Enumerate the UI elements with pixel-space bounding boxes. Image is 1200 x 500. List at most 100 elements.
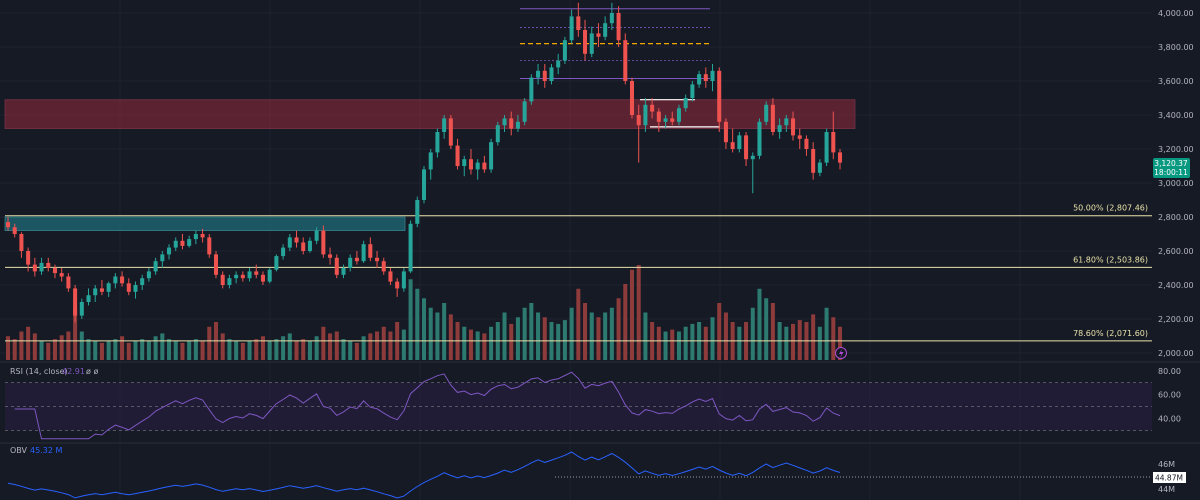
candle-body[interactable] bbox=[133, 285, 138, 292]
candle-body[interactable] bbox=[650, 104, 655, 112]
candle-body[interactable] bbox=[663, 118, 668, 122]
candle-body[interactable] bbox=[690, 84, 695, 98]
candle-body[interactable] bbox=[750, 155, 755, 160]
candle-body[interactable] bbox=[106, 283, 111, 292]
candle-body[interactable] bbox=[569, 16, 574, 41]
candle-body[interactable] bbox=[79, 302, 84, 316]
candle-body[interactable] bbox=[167, 247, 172, 255]
candle-body[interactable] bbox=[274, 256, 279, 270]
candle-body[interactable] bbox=[126, 283, 131, 292]
candle-body[interactable] bbox=[428, 152, 433, 170]
candle-body[interactable] bbox=[730, 142, 735, 149]
candle-body[interactable] bbox=[213, 254, 219, 275]
candle-body[interactable] bbox=[536, 70, 541, 78]
candle-body[interactable] bbox=[354, 257, 359, 262]
candle-body[interactable] bbox=[328, 254, 333, 258]
candle-body[interactable] bbox=[26, 251, 31, 265]
candle-body[interactable] bbox=[254, 271, 259, 275]
candle-body[interactable] bbox=[482, 162, 487, 170]
candle-body[interactable] bbox=[804, 138, 809, 149]
candle-body[interactable] bbox=[509, 118, 514, 129]
candle-body[interactable] bbox=[234, 274, 239, 279]
candle-body[interactable] bbox=[361, 244, 366, 262]
candle-body[interactable] bbox=[576, 16, 581, 30]
candle-body[interactable] bbox=[643, 104, 648, 126]
candle-body[interactable] bbox=[837, 152, 843, 163]
candle-body[interactable] bbox=[562, 40, 567, 61]
candle-body[interactable] bbox=[623, 40, 628, 81]
candle-body[interactable] bbox=[683, 98, 688, 109]
candle-body[interactable] bbox=[52, 268, 57, 274]
candle-body[interactable] bbox=[287, 237, 292, 248]
candle-body[interactable] bbox=[421, 169, 427, 200]
candle-body[interactable] bbox=[737, 135, 742, 149]
rsi-pane[interactable]: 80.00 60.00 40.00 RSI (14, close) 42.91 ø … bbox=[5, 367, 1181, 440]
candle-body[interactable] bbox=[831, 132, 836, 153]
lightning-icon[interactable] bbox=[835, 347, 847, 359]
candle-body[interactable] bbox=[583, 30, 588, 54]
candle-body[interactable] bbox=[160, 254, 165, 262]
candle-body[interactable] bbox=[717, 70, 722, 122]
candle-body[interactable] bbox=[697, 74, 702, 85]
candle-body[interactable] bbox=[173, 240, 178, 248]
candle-body[interactable] bbox=[187, 239, 192, 246]
candle-body[interactable] bbox=[656, 111, 661, 122]
candle-body[interactable] bbox=[247, 271, 252, 279]
candle-body[interactable] bbox=[817, 162, 822, 173]
candle-body[interactable] bbox=[200, 234, 205, 238]
candle-body[interactable] bbox=[66, 276, 71, 289]
candle-body[interactable] bbox=[281, 247, 286, 257]
candle-body[interactable] bbox=[757, 121, 762, 156]
candle-body[interactable] bbox=[86, 295, 91, 302]
candle-body[interactable] bbox=[556, 60, 561, 68]
candle-body[interactable] bbox=[448, 118, 453, 146]
main-pane[interactable] bbox=[0, 0, 1152, 362]
candle-body[interactable] bbox=[797, 135, 802, 139]
candle-body[interactable] bbox=[596, 33, 601, 37]
candle-body[interactable] bbox=[522, 101, 527, 122]
candle-body[interactable] bbox=[73, 288, 78, 316]
candle-body[interactable] bbox=[462, 159, 467, 166]
candle-body[interactable] bbox=[227, 278, 232, 285]
candle-body[interactable] bbox=[240, 274, 245, 279]
candle-body[interactable] bbox=[180, 240, 185, 246]
candle-body[interactable] bbox=[764, 104, 769, 122]
candle-body[interactable] bbox=[435, 132, 440, 153]
candle-body[interactable] bbox=[5, 222, 11, 228]
candle-body[interactable] bbox=[676, 108, 681, 122]
candle-body[interactable] bbox=[811, 149, 816, 173]
candle-body[interactable] bbox=[294, 237, 299, 243]
candle-body[interactable] bbox=[388, 271, 393, 282]
candle-body[interactable] bbox=[99, 288, 104, 292]
candle-body[interactable] bbox=[723, 121, 728, 143]
candle-body[interactable] bbox=[39, 262, 44, 272]
candle-body[interactable] bbox=[307, 240, 312, 251]
candle-body[interactable] bbox=[670, 118, 675, 122]
candle-body[interactable] bbox=[12, 227, 17, 234]
candle-body[interactable] bbox=[791, 118, 796, 136]
candle-body[interactable] bbox=[381, 261, 386, 272]
candle-body[interactable] bbox=[408, 223, 413, 272]
candle-body[interactable] bbox=[341, 268, 346, 275]
candle-body[interactable] bbox=[603, 23, 608, 37]
candle-body[interactable] bbox=[375, 257, 380, 262]
candle-body[interactable] bbox=[334, 257, 339, 275]
candle-body[interactable] bbox=[636, 115, 641, 126]
candle-body[interactable] bbox=[609, 13, 614, 24]
candle-body[interactable] bbox=[744, 135, 749, 160]
candle-body[interactable] bbox=[321, 230, 326, 255]
candle-body[interactable] bbox=[529, 77, 534, 102]
obv-pane[interactable]: OBV 45.32 M 46M 44.87M 44M bbox=[7, 446, 1186, 499]
candle-body[interactable] bbox=[193, 234, 198, 240]
candle-body[interactable] bbox=[46, 262, 51, 268]
candle-body[interactable] bbox=[770, 104, 775, 132]
candle-body[interactable] bbox=[703, 74, 708, 81]
candle-body[interactable] bbox=[220, 274, 225, 285]
candle-body[interactable] bbox=[368, 244, 373, 258]
candle-body[interactable] bbox=[475, 162, 480, 170]
candle-body[interactable] bbox=[442, 118, 447, 132]
candle-body[interactable] bbox=[260, 274, 265, 282]
candle-body[interactable] bbox=[267, 269, 272, 282]
candle-body[interactable] bbox=[113, 276, 118, 284]
